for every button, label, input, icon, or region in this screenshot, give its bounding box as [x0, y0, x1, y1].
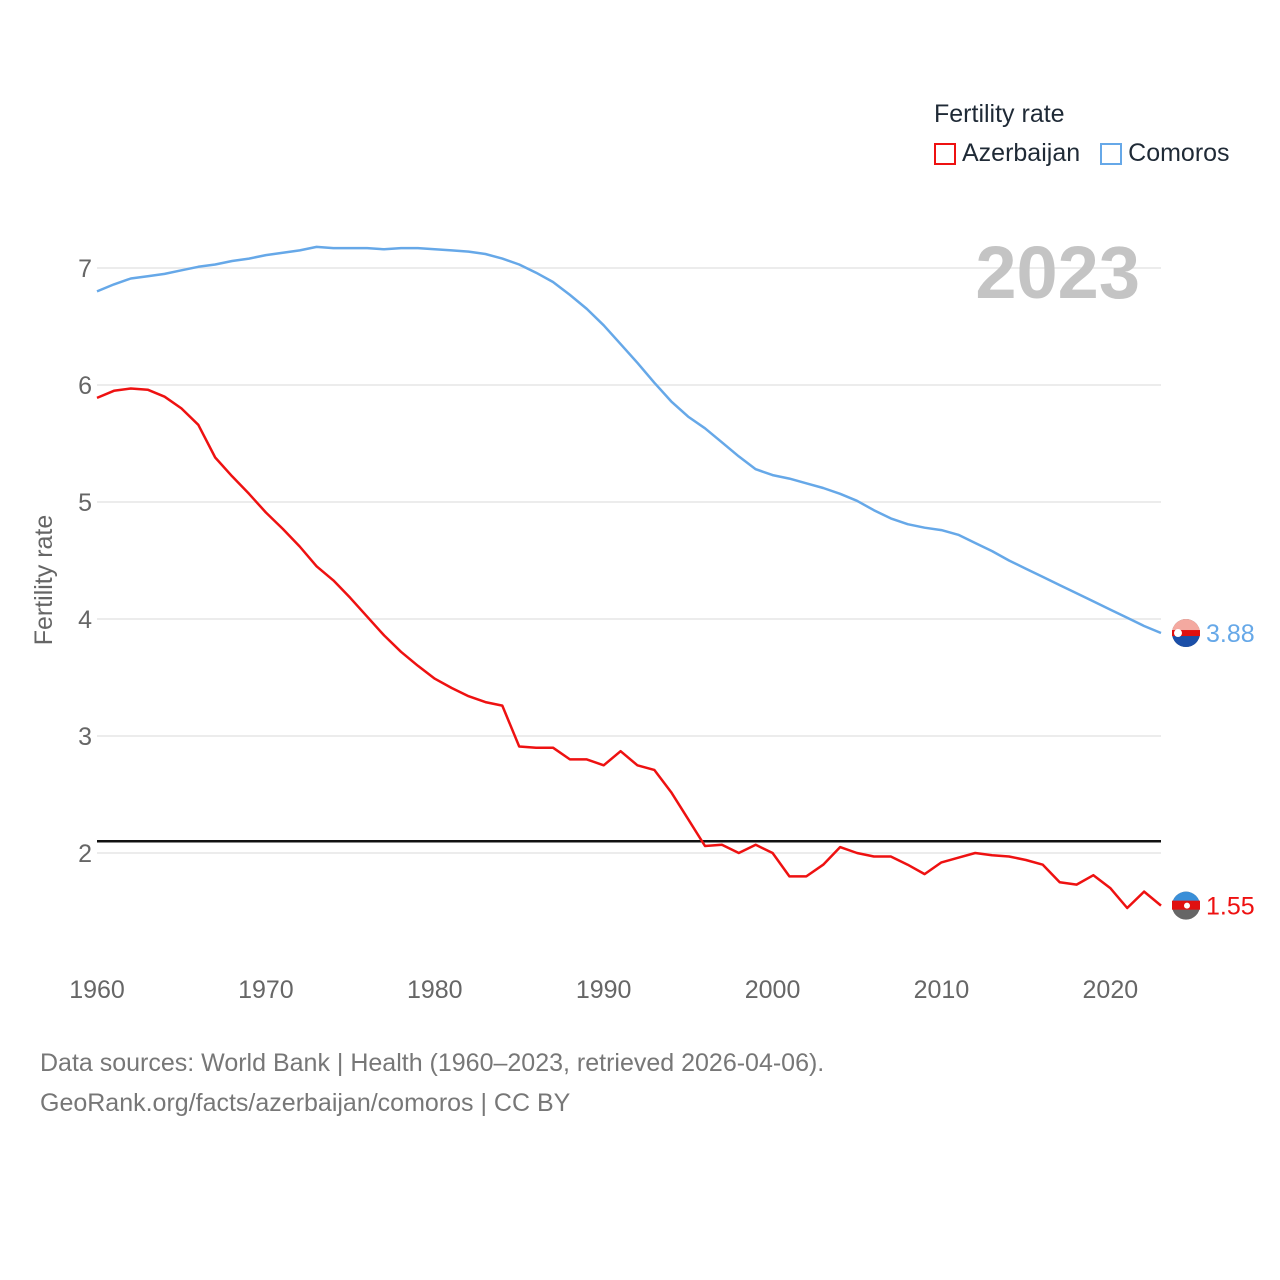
footer: Data sources: World Bank | Health (1960–…: [40, 1043, 824, 1123]
x-tick-1960: 1960: [69, 976, 125, 1004]
y-tick-5: 5: [78, 489, 92, 517]
flag-marker-comoros: [1172, 619, 1200, 648]
end-label-azerbaijan: 1.55: [1206, 893, 1255, 921]
x-tick-2000: 2000: [745, 976, 801, 1004]
legend-item-azerbaijan[interactable]: Azerbaijan: [934, 139, 1080, 168]
legend: Fertility rate Azerbaijan Comoros: [934, 100, 1230, 168]
x-tick-labels: 1960 1970 1980 1990 2000 2010 2020: [69, 976, 1138, 1004]
footer-sources: Data sources: World Bank | Health (1960–…: [40, 1049, 825, 1077]
legend-swatch-azerbaijan: [934, 142, 956, 165]
x-tick-2010: 2010: [914, 976, 970, 1004]
end-label-comoros: 3.88: [1206, 620, 1255, 648]
series-line-azerbaijan: [96, 387, 1162, 910]
x-tick-2020: 2020: [1083, 976, 1139, 1004]
y-tick-labels: 2 3 4 5 6 7: [78, 255, 92, 868]
year-watermark: 2023: [975, 231, 1140, 314]
y-tick-2: 2: [78, 840, 92, 868]
legend-swatch-comoros: [1100, 142, 1123, 165]
y-axis-label: Fertility rate: [30, 515, 58, 646]
x-tick-1970: 1970: [238, 976, 294, 1004]
legend-item-comoros[interactable]: Comoros: [1100, 139, 1230, 168]
series-lines: [96, 245, 1162, 910]
legend-label-azerbaijan: Azerbaijan: [962, 139, 1081, 167]
y-tick-6: 6: [78, 372, 92, 400]
y-tick-4: 4: [78, 606, 92, 634]
grid-lines: [97, 267, 1161, 854]
y-tick-7: 7: [78, 255, 92, 283]
flag-marker-azerbaijan: [1172, 891, 1200, 920]
footer-link[interactable]: GeoRank.org/facts/azerbaijan/comoros | C…: [40, 1089, 571, 1117]
legend-title: Fertility rate: [934, 100, 1065, 128]
y-tick-3: 3: [78, 723, 92, 751]
legend-label-comoros: Comoros: [1128, 139, 1230, 167]
end-markers: 1.55 3.88: [1172, 619, 1255, 921]
x-tick-1980: 1980: [407, 976, 463, 1004]
series-line-comoros: [96, 245, 1162, 635]
x-tick-1990: 1990: [576, 976, 632, 1004]
